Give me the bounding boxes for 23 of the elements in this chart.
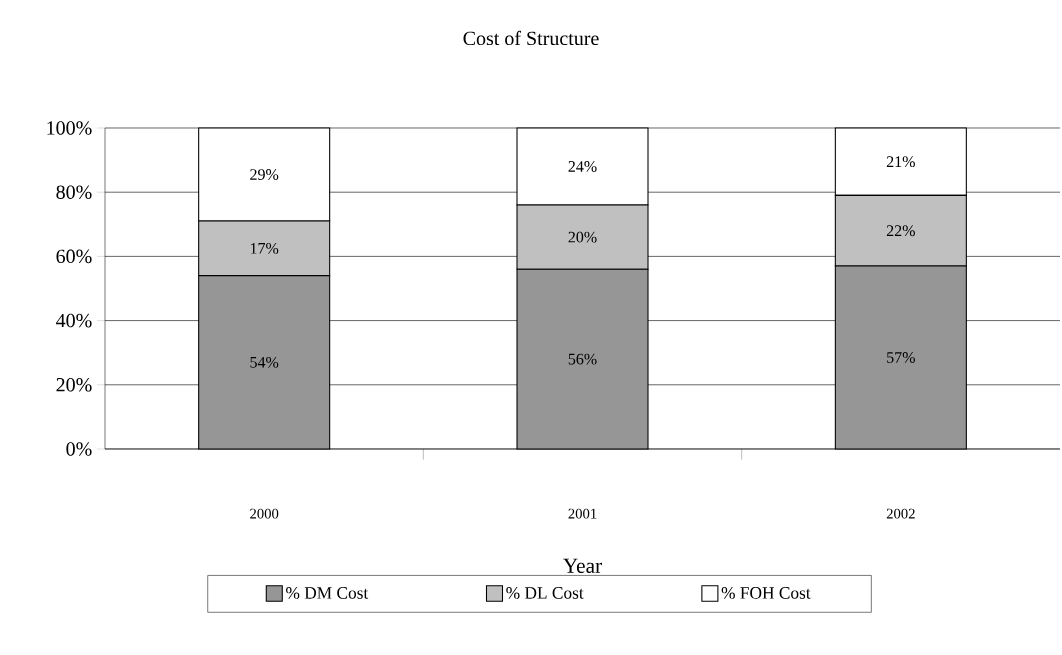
y-tick-label: 80% [56, 185, 92, 199]
y-tick-label: 40% [56, 313, 92, 328]
data-label: 29% [250, 169, 279, 180]
x-tick-label: 2002 [886, 508, 915, 519]
y-tick-label: 20% [56, 378, 92, 392]
x-tick-label: 2000 [250, 508, 279, 519]
x-axis-title: Year [563, 558, 602, 573]
chart-title: Cost of Structure [463, 30, 599, 46]
data-label: 17% [250, 242, 279, 254]
x-tick-label: 2001 [568, 508, 597, 519]
legend-label: % DL Cost [506, 587, 584, 599]
data-label: 21% [886, 156, 915, 168]
data-label: 20% [568, 231, 597, 243]
data-label: 24% [568, 161, 597, 172]
legend-label: % FOH Cost [721, 587, 811, 599]
y-tick-label: 60% [56, 249, 92, 264]
data-label: 54% [250, 356, 279, 368]
data-label: 22% [886, 225, 915, 237]
legend-label: % DM Cost [286, 587, 369, 599]
data-label: 56% [568, 353, 597, 365]
y-tick-label: 100% [47, 121, 92, 135]
y-tick-label: 0% [66, 442, 92, 456]
data-label: 57% [887, 352, 915, 363]
